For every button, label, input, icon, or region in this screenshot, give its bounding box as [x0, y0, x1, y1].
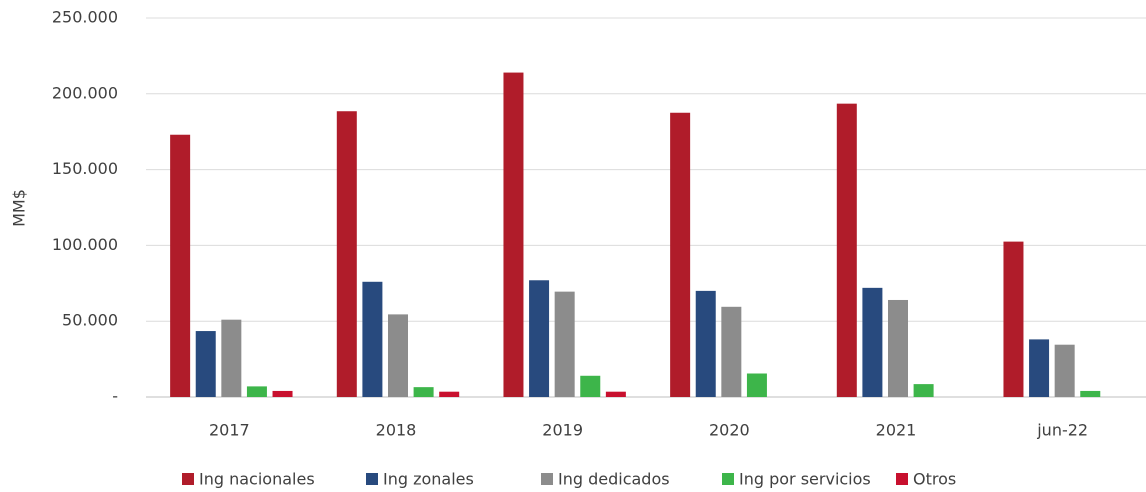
x-tick-label: 2017 — [209, 421, 250, 440]
bar — [605, 391, 626, 397]
y-tick-label: - — [112, 387, 118, 406]
legend-swatch — [541, 473, 553, 485]
x-tick-label: jun-22 — [1036, 421, 1088, 440]
bar — [388, 314, 408, 397]
legend-label: Ing zonales — [383, 470, 474, 489]
legend-swatch — [366, 473, 378, 485]
bar — [1029, 339, 1050, 397]
legend-swatch — [182, 473, 194, 485]
bar — [529, 280, 550, 397]
bar — [413, 387, 434, 397]
y-axis-label: MM$ — [10, 189, 29, 227]
bar — [695, 290, 716, 397]
bar — [336, 111, 357, 397]
x-tick-label: 2020 — [709, 421, 750, 440]
bar — [670, 112, 691, 397]
x-tick-label: 2018 — [376, 421, 417, 440]
bar — [195, 331, 216, 397]
x-tick-label: 2021 — [876, 421, 917, 440]
legend-label: Ing nacionales — [199, 470, 315, 489]
legend-swatch — [896, 473, 908, 485]
bar — [503, 72, 524, 398]
y-tick-label: 250.000 — [52, 8, 118, 27]
bar — [580, 375, 601, 397]
y-tick-label: 200.000 — [52, 83, 118, 102]
y-tick-label: 100.000 — [52, 235, 118, 254]
bar — [439, 391, 460, 397]
bar — [1080, 390, 1101, 397]
legend-label: Ing por servicios — [739, 470, 871, 489]
bar — [170, 134, 191, 397]
y-tick-label: 150.000 — [52, 159, 118, 178]
bar — [746, 373, 767, 397]
bar — [862, 287, 883, 397]
bar — [1054, 344, 1075, 397]
bar — [721, 306, 742, 397]
legend-label: Ing dedicados — [558, 470, 670, 489]
bar — [362, 281, 383, 397]
legend-swatch — [722, 473, 734, 485]
bar — [221, 319, 242, 397]
bar — [888, 299, 908, 397]
bar — [554, 291, 575, 397]
bar — [836, 103, 857, 398]
bar — [913, 384, 934, 397]
legend-label: Otros — [913, 470, 956, 489]
y-tick-label: 50.000 — [62, 311, 118, 330]
bar — [246, 386, 267, 397]
x-tick-label: 2019 — [542, 421, 583, 440]
bar — [272, 390, 293, 397]
bar — [1003, 241, 1024, 397]
